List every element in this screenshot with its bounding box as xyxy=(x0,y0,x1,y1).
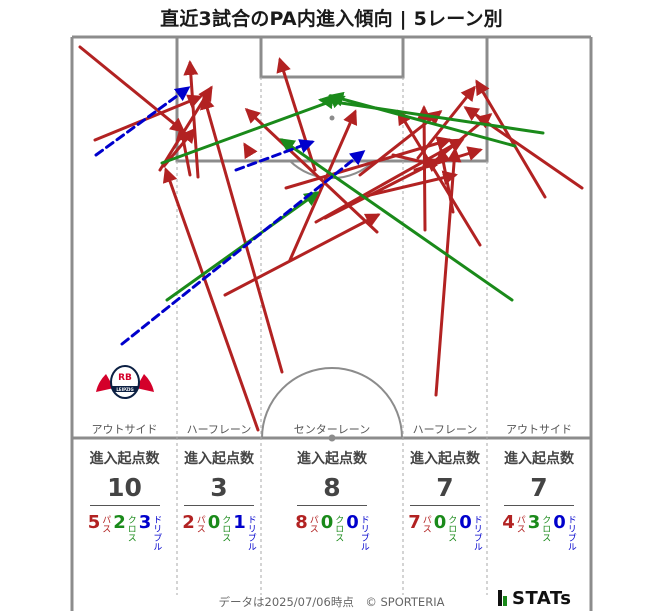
pass-arrow-28 xyxy=(368,170,458,197)
dribble-label: ドリブル xyxy=(565,515,576,551)
lane-name-outside-left: アウトサイド xyxy=(91,423,158,436)
dribble-label: ドリブル xyxy=(151,515,162,551)
lane-name-halfspace-left: ハーフレーン xyxy=(186,423,252,436)
cross-arrow-33 xyxy=(165,191,320,302)
dribble-arrow-36 xyxy=(234,139,315,172)
dribble-count: 0 xyxy=(346,512,359,533)
stat-total: 7 xyxy=(504,474,574,506)
pass-label: パス xyxy=(194,515,205,533)
stat-head: 進入起点数 xyxy=(89,451,160,467)
pass-label: パス xyxy=(514,515,525,533)
pass-arrow-23 xyxy=(391,153,438,170)
dribble-arrow-35 xyxy=(120,150,366,346)
cross-count: 3 xyxy=(527,512,541,533)
pass-arrow-9 xyxy=(244,107,379,234)
goal-box xyxy=(259,35,405,79)
stat-total: 8 xyxy=(297,474,367,506)
stat-total: 7 xyxy=(410,474,480,506)
dribble-label: ドリブル xyxy=(358,515,369,551)
lane-name-outside-right: アウトサイド xyxy=(506,423,572,436)
cross-arrow-32 xyxy=(279,138,514,302)
pass-arrow-3 xyxy=(183,60,200,179)
stat-head: 進入起点数 xyxy=(504,451,574,467)
stat-head: 進入起点数 xyxy=(410,451,480,467)
dribble-label: ドリブル xyxy=(245,515,256,551)
pass-count: 2 xyxy=(182,512,195,533)
lane-name-center: センターレーン xyxy=(293,423,371,436)
stats-brand-logo: STATs xyxy=(498,588,571,609)
pass-count: 5 xyxy=(87,512,101,533)
cross-arrow-31 xyxy=(328,91,517,148)
stat-head: 進入起点数 xyxy=(184,451,254,467)
dribble-count: 3 xyxy=(138,512,152,533)
cross-count: 2 xyxy=(113,512,126,533)
cross-count: 0 xyxy=(433,512,447,533)
chart-title: 直近3試合のPA内進入傾向 | 5レーン別 xyxy=(160,8,503,30)
pass-arrow-15 xyxy=(434,147,462,397)
cross-label: クロス xyxy=(125,515,136,542)
brand-text: STATs xyxy=(512,588,572,609)
team-logo: RB LEIPZIG xyxy=(96,365,154,399)
cross-arrow-30 xyxy=(318,94,545,135)
footer-credit: データは2025/07/06時点 © SPORTERIA xyxy=(218,595,445,609)
stat-head: 進入起点数 xyxy=(297,451,367,467)
stat-total: 10 xyxy=(89,474,160,506)
pass-count: 7 xyxy=(408,512,421,533)
dribble-count: 0 xyxy=(459,512,472,533)
pass-count: 8 xyxy=(295,512,308,533)
logo-text: RB xyxy=(118,373,132,383)
dribble-label: ドリブル xyxy=(471,515,482,551)
center-spot xyxy=(328,434,336,442)
stat-total: 3 xyxy=(184,474,254,506)
pass-label: パス xyxy=(307,515,318,533)
lane-name-halfspace-right: ハーフレーン xyxy=(412,423,478,436)
pass-arrow-7 xyxy=(162,167,260,432)
center-circle xyxy=(261,367,403,439)
penalty-spot xyxy=(329,115,335,121)
cross-label: クロス xyxy=(540,515,551,542)
pass-arrow-1 xyxy=(93,94,203,142)
cross-label: クロス xyxy=(220,515,231,542)
pass-arrow-6 xyxy=(175,125,192,177)
pass-count: 4 xyxy=(502,512,515,533)
lane-stats-halfspace-right: 進入起点数 7 7 パス 0 クロス 0 ドリブル xyxy=(403,448,487,551)
dribble-count: 0 xyxy=(553,512,566,533)
pass-arrow-0 xyxy=(78,45,186,133)
pass-arrow-10 xyxy=(223,213,381,297)
logo-subtext: LEIPZIG xyxy=(116,387,133,392)
lane-stats-center: 進入起点数 8 8 パス 0 クロス 0 ドリブル xyxy=(261,448,403,551)
pass-arrow-20 xyxy=(416,85,476,160)
pass-arrow-19 xyxy=(475,79,547,199)
dribble-count: 1 xyxy=(233,512,246,533)
cross-label: クロス xyxy=(446,515,457,542)
pass-arrow-27 xyxy=(243,142,258,160)
lane-stats-outside-right: 進入起点数 7 4 パス 3 クロス 0 ドリブル xyxy=(487,448,591,551)
pass-arrow-4 xyxy=(200,94,284,374)
pass-label: パス xyxy=(420,515,431,533)
cross-count: 0 xyxy=(320,512,334,533)
cross-arrow-29 xyxy=(160,94,346,165)
dribble-arrow-34 xyxy=(94,86,191,157)
pass-label: パス xyxy=(100,515,111,533)
lane-stats-halfspace-left: 進入起点数 3 2 パス 0 クロス 1 ドリブル xyxy=(177,448,261,551)
cross-label: クロス xyxy=(333,515,344,542)
cross-count: 0 xyxy=(207,512,221,533)
lane-stats-outside-left: 進入起点数 10 5 パス 2 クロス 3 ドリブル xyxy=(72,448,177,551)
